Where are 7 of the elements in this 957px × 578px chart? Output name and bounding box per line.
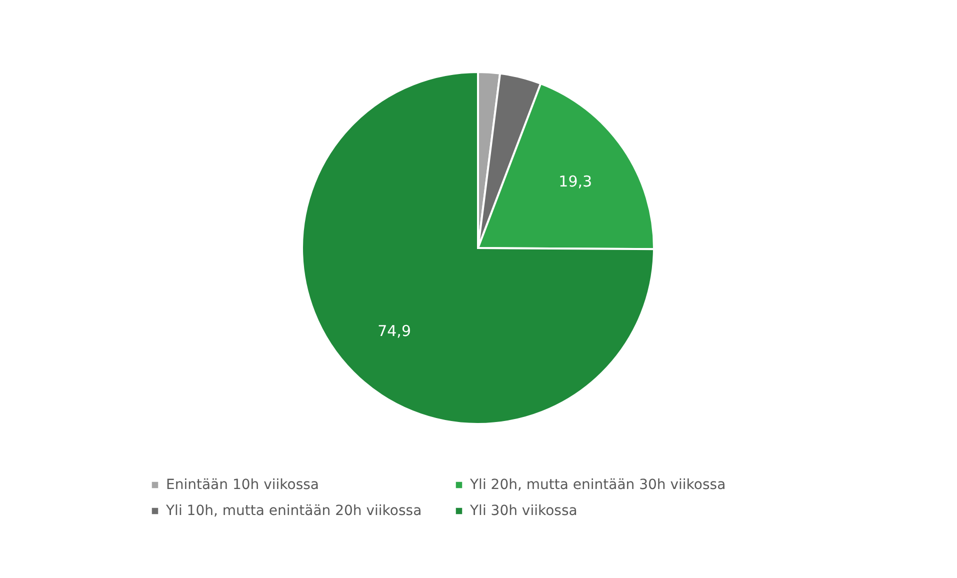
data-label: 19,3 bbox=[558, 172, 592, 190]
pie-slice bbox=[301, 71, 655, 425]
legend-label: Yli 10h, mutta enintään 20h viikossa bbox=[165, 503, 422, 519]
legend-label: Yli 30h viikossa bbox=[469, 503, 578, 519]
legend-label: Yli 20h, mutta enintään 30h viikossa bbox=[469, 477, 726, 493]
data-label: 74,9 bbox=[378, 322, 412, 340]
legend-label: Enintään 10h viikossa bbox=[166, 477, 319, 493]
